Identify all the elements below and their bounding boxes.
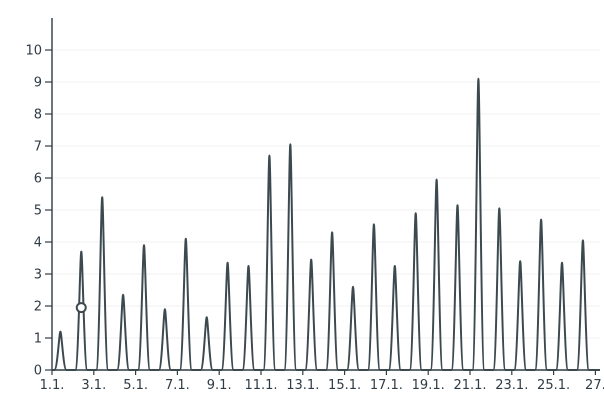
data-point (225, 260, 230, 265)
series-line (52, 77, 600, 371)
data-point (121, 292, 126, 297)
data-point (434, 177, 439, 182)
data-point (58, 329, 63, 334)
y-tick-label: 3 (34, 268, 42, 283)
x-tick-label: 23.1. (495, 378, 528, 393)
data-point (371, 222, 376, 227)
y-tick-label: 9 (34, 76, 42, 91)
x-tick-label: 17.1. (370, 378, 403, 393)
data-point (246, 264, 251, 269)
y-tick-label: 5 (34, 204, 42, 219)
y-tick-label: 10 (25, 44, 42, 59)
x-tick-label: 5.1. (123, 378, 148, 393)
data-point (162, 307, 167, 312)
y-tick-label: 1 (34, 332, 42, 347)
x-tick-label: 15.1. (328, 378, 361, 393)
data-point (497, 206, 502, 211)
x-tick-label: 1.1. (40, 378, 65, 393)
data-point (518, 259, 523, 264)
data-point (79, 249, 84, 254)
data-point (288, 142, 293, 147)
y-tick-label: 2 (34, 300, 42, 315)
data-point (559, 260, 564, 265)
data-point (350, 284, 355, 289)
data-point (392, 264, 397, 269)
data-point (267, 153, 272, 158)
data-point (476, 76, 481, 81)
x-tick-label: 19.1. (412, 378, 445, 393)
data-point (330, 230, 335, 235)
y-tick-label: 8 (34, 108, 42, 123)
data-point (183, 236, 188, 241)
data-point (455, 203, 460, 208)
y-tick-label: 0 (34, 364, 42, 379)
data-point (413, 211, 418, 216)
x-tick-label: 3.1. (81, 378, 106, 393)
x-tick-label: 21.1. (453, 378, 486, 393)
data-point (539, 217, 544, 222)
data-point (309, 257, 314, 262)
data-point (580, 238, 585, 243)
y-tick-label: 6 (34, 172, 42, 187)
y-tick-label: 7 (34, 140, 42, 155)
data-point (204, 315, 209, 320)
x-tick-label: 25.1. (537, 378, 570, 393)
data-point (100, 195, 105, 200)
x-tick-label: 11.1. (244, 378, 277, 393)
y-tick-label: 4 (34, 236, 42, 251)
x-tick-label: 27. (585, 378, 604, 393)
x-tick-label: 7.1. (165, 378, 190, 393)
hover-marker (75, 302, 87, 314)
data-point (141, 243, 146, 248)
x-tick-label: 9.1. (207, 378, 232, 393)
x-tick-label: 13.1. (286, 378, 319, 393)
